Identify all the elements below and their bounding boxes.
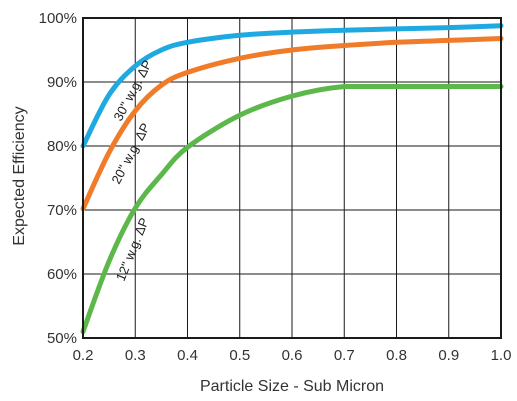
series-line-20-wg: [80, 36, 504, 212]
x-tick-label: 0.7: [334, 347, 355, 364]
y-tick-labels: 50% 60% 70% 80% 90% 100%: [39, 10, 77, 347]
x-tick-label: 0.9: [438, 347, 459, 364]
x-tick-label: 0.2: [73, 347, 94, 364]
x-tick-label: 0.3: [125, 347, 146, 364]
x-tick-label: 1.0: [491, 347, 512, 364]
series-lines: [80, 23, 504, 335]
x-tick-labels: 0.2 0.3 0.4 0.5 0.6 0.7 0.8 0.9 1.0: [73, 347, 512, 364]
y-tick-label: 50%: [47, 330, 77, 347]
y-tick-label: 70%: [47, 202, 77, 219]
x-tick-label: 0.5: [229, 347, 250, 364]
x-tick-label: 0.8: [386, 347, 407, 364]
x-axis-title: Particle Size - Sub Micron: [200, 378, 384, 395]
y-tick-label: 100%: [39, 10, 77, 27]
y-axis-title: Expected Efficiency: [11, 106, 28, 245]
series-line-30-wg: [80, 23, 504, 149]
y-tick-label: 60%: [47, 266, 77, 283]
y-tick-label: 90%: [47, 74, 77, 91]
x-tick-label: 0.6: [282, 347, 303, 364]
x-tick-label: 0.4: [177, 347, 198, 364]
y-tick-label: 80%: [47, 138, 77, 155]
plot-frame: [82, 17, 502, 339]
series-line-12-wg: [80, 84, 504, 335]
